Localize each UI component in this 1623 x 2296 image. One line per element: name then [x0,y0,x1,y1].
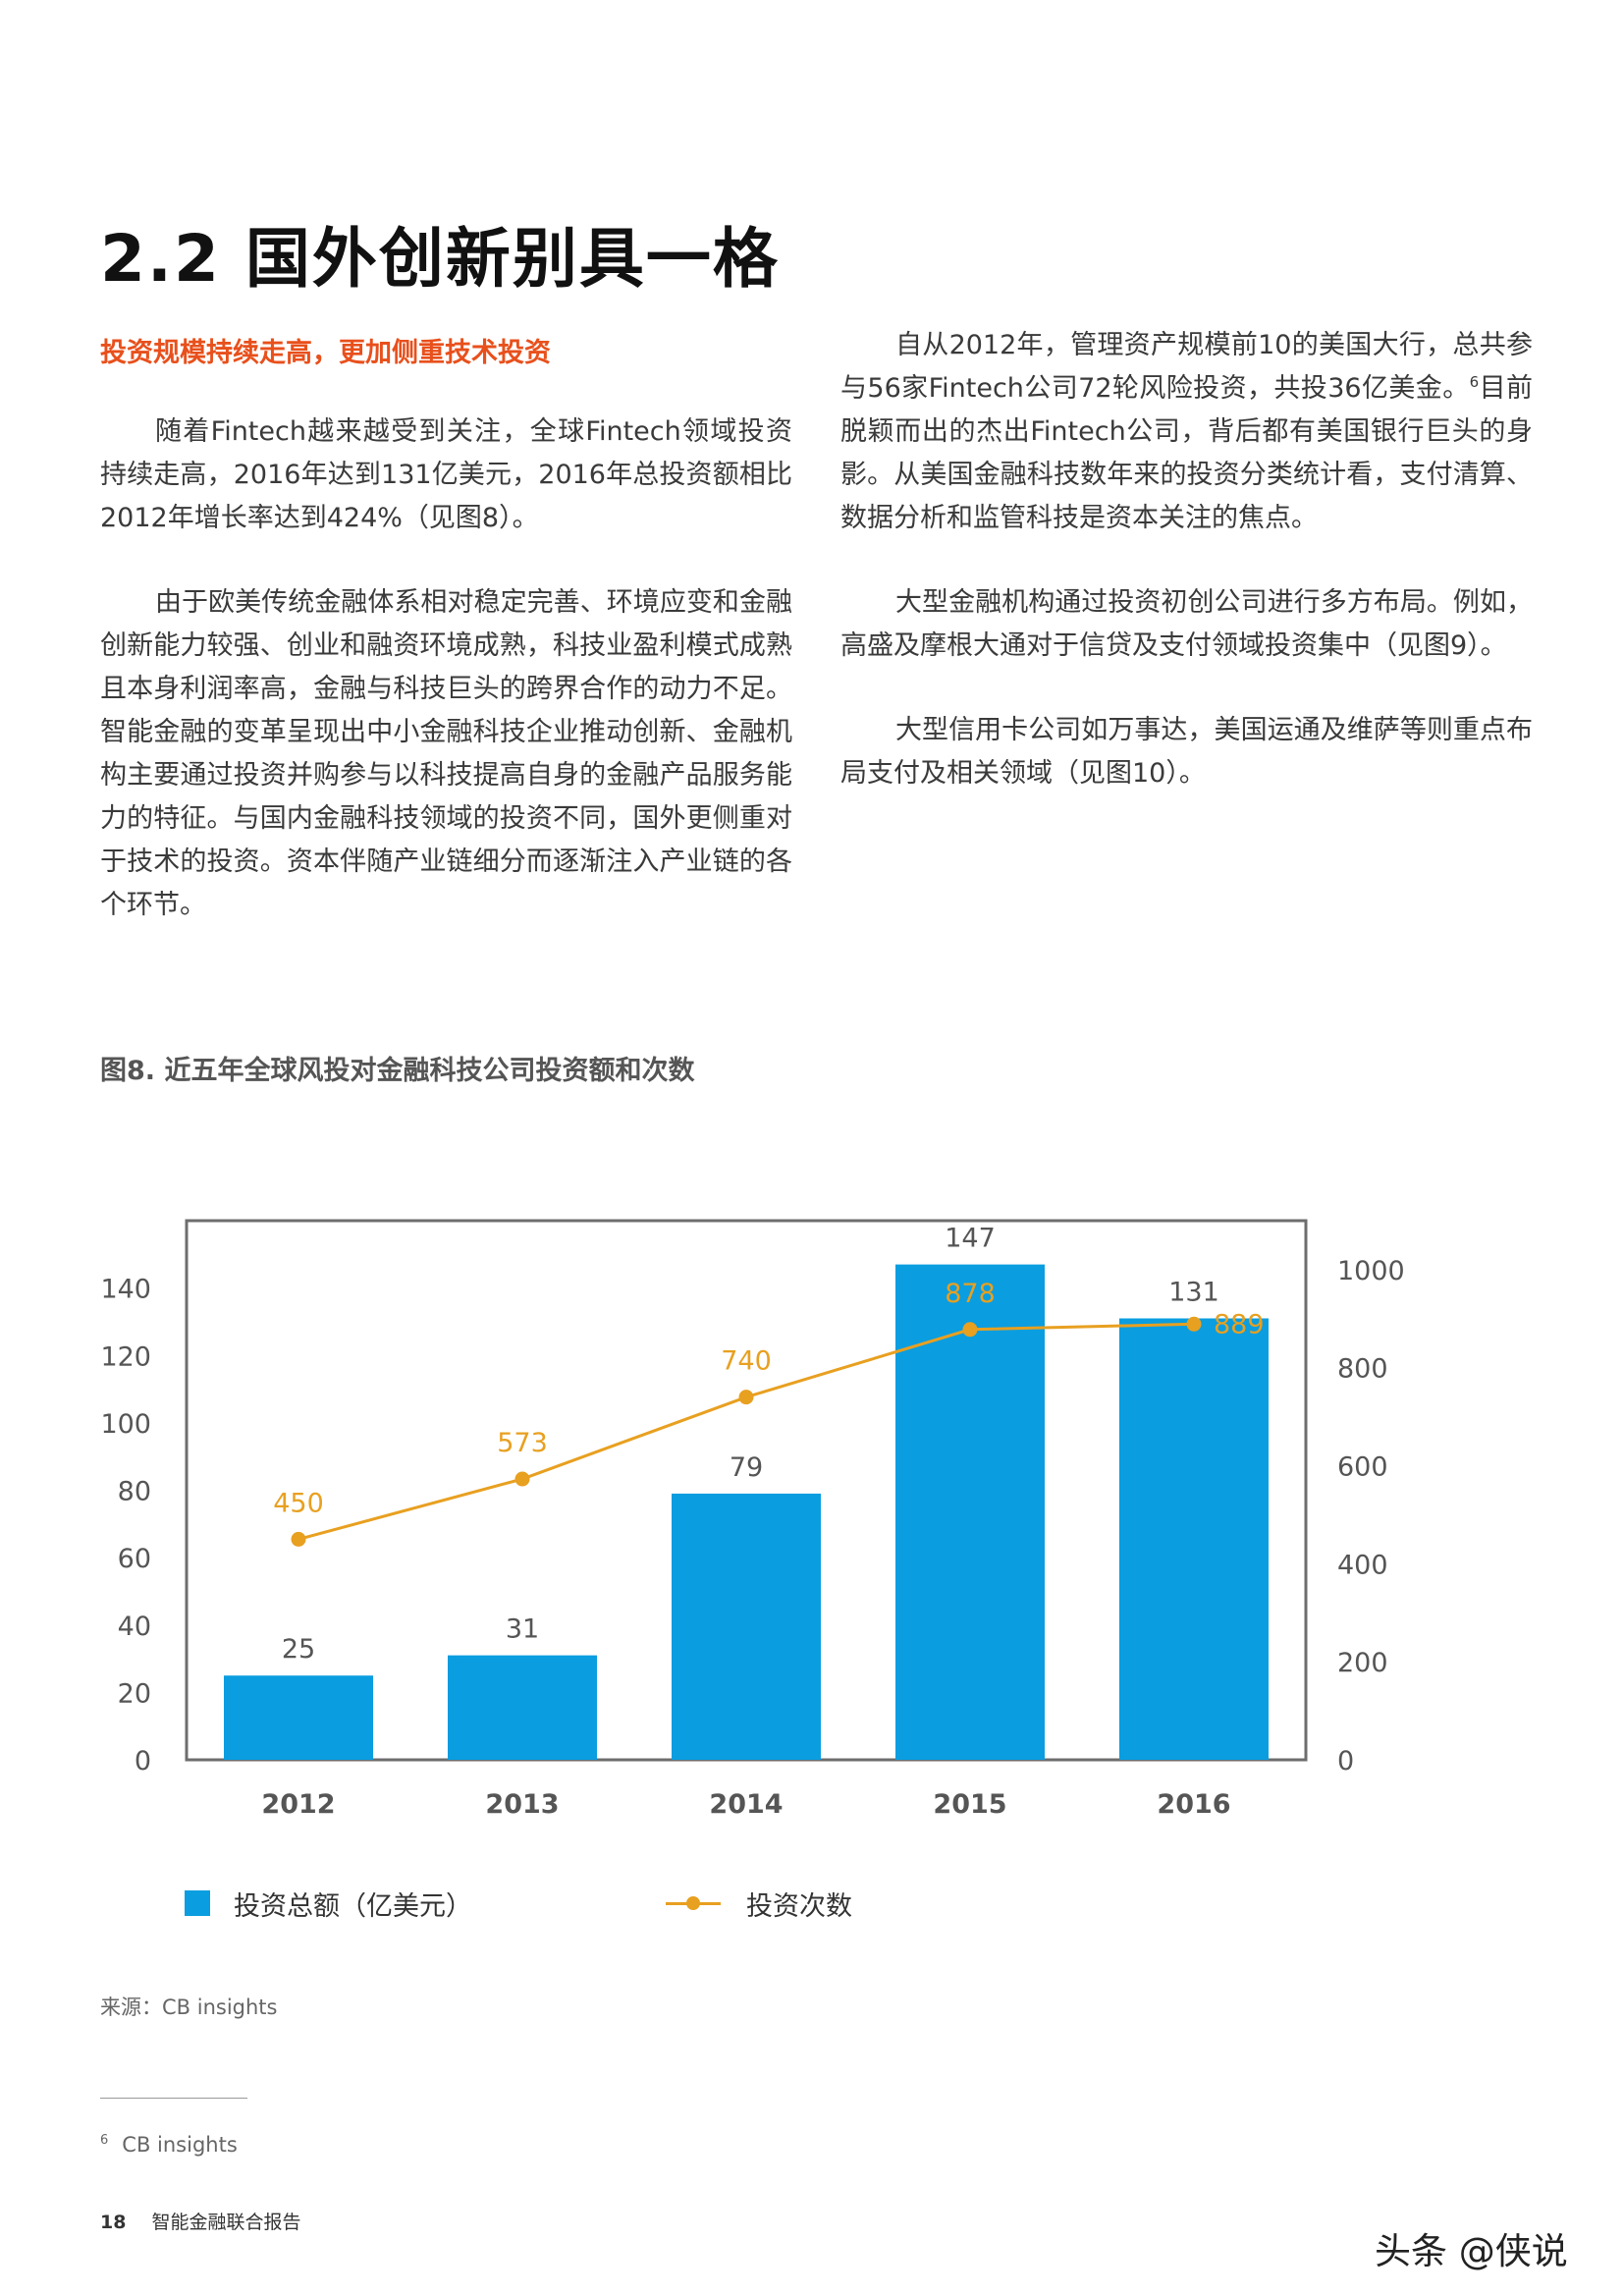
y-left-tick-label: 40 [118,1612,151,1642]
right-paragraph-3: 大型信用卡公司如万事达，美国运通及维萨等则重点布局支付及相关领域（见图10）。 [840,715,1533,789]
y-right-tick-label: 0 [1337,1746,1354,1777]
y-left-tick-label: 80 [118,1477,151,1507]
line-point [291,1531,306,1547]
y-left-tick-label: 0 [135,1746,151,1777]
line-point [1186,1316,1202,1332]
bar-data-label: 79 [730,1452,763,1483]
bar [895,1264,1045,1760]
right-paragraph-2: 大型金融机构通过投资初创公司进行多方布局。例如，高盛及摩根大通对于信贷及支付领域… [840,587,1533,661]
bar-data-label: 25 [282,1634,315,1665]
right-paragraph-1-text-b: 目前脱颖而出的杰出Fintech公司，背后都有美国银行巨头的身影。从美国金融科技… [840,373,1534,533]
right-paragraph-1-text-a: 自从2012年，管理资产规模前10的美国大行，总共参与56家Fintech公司7… [840,330,1533,404]
x-tick-label: 2016 [1157,1789,1230,1820]
footnote: 6 CB insights [100,2133,238,2157]
footnote-text: CB insights [122,2133,238,2157]
y-right-tick-label: 1000 [1337,1256,1405,1286]
x-tick-label: 2015 [933,1789,1006,1820]
figure-title: 图8. 近五年全球风投对金融科技公司投资额和次数 [100,1056,695,1086]
section-heading: 2.2 国外创新别具一格 [100,221,780,297]
footnote-ref: 6 [1469,373,1480,391]
footnote-number: 6 [100,2133,109,2148]
bar [224,1675,373,1760]
line-data-label: 573 [497,1428,548,1458]
footnote-divider [100,2098,247,2099]
right-paragraph-1: 自从2012年，管理资产规模前10的美国大行，总共参与56家Fintech公司7… [840,324,1533,540]
line-legend-label: 投资次数 [746,1890,852,1922]
bar-legend-swatch [185,1890,210,1916]
bar [448,1655,597,1760]
line-point [962,1322,978,1338]
y-right-tick-label: 200 [1337,1648,1388,1678]
y-left-tick-label: 100 [100,1409,151,1440]
y-left-tick-label: 20 [118,1678,151,1709]
x-tick-label: 2014 [709,1789,783,1820]
bar-legend-label: 投资总额（亿美元） [234,1890,472,1922]
subheading: 投资规模持续走高，更加侧重技术投资 [100,338,551,368]
report-title: 智能金融联合报告 [151,2212,301,2233]
y-right-tick-label: 400 [1337,1550,1388,1580]
legend-item-line: 投资次数 [666,1884,852,1923]
line-data-label: 450 [273,1488,324,1518]
watermark: 头条 @侠说 [1375,2230,1568,2272]
left-paragraph-2: 由于欧美传统金融体系相对稳定完善、环境应变和金融创新能力较强、创业和融资环境成熟… [100,587,792,920]
left-paragraph-1: 随着Fintech越来越受到关注，全球Fintech领域投资持续走高，2016年… [100,416,792,533]
y-right-tick-label: 600 [1337,1452,1388,1483]
page-footer: 18 智能金融联合报告 [100,2208,300,2234]
y-right-tick-label: 800 [1337,1354,1388,1385]
investment-chart: 0 20 40 60 80 100 120 140 0 200 400 600 800 1000 25 31 7… [100,1219,1405,1820]
line-data-label: 740 [721,1346,772,1377]
line-point [738,1390,754,1405]
bar [1119,1318,1269,1760]
bar-data-label: 131 [1168,1278,1219,1308]
bar-data-label: 31 [506,1614,539,1645]
source-note: 来源：CB insights [100,1995,278,2019]
x-tick-label: 2013 [485,1789,559,1820]
y-left-tick-label: 140 [100,1275,151,1305]
line-legend-swatch [666,1890,721,1916]
bar-data-label: 147 [945,1224,996,1254]
line-point [514,1471,530,1487]
y-left-tick-label: 120 [100,1341,151,1372]
legend-item-bar: 投资总额（亿美元） [185,1884,472,1923]
line-data-label: 878 [945,1279,996,1309]
page-number: 18 [100,2212,127,2233]
x-tick-label: 2012 [261,1789,335,1820]
bar [672,1493,821,1760]
y-left-tick-label: 60 [118,1544,151,1574]
line-data-label: 889 [1214,1309,1265,1339]
